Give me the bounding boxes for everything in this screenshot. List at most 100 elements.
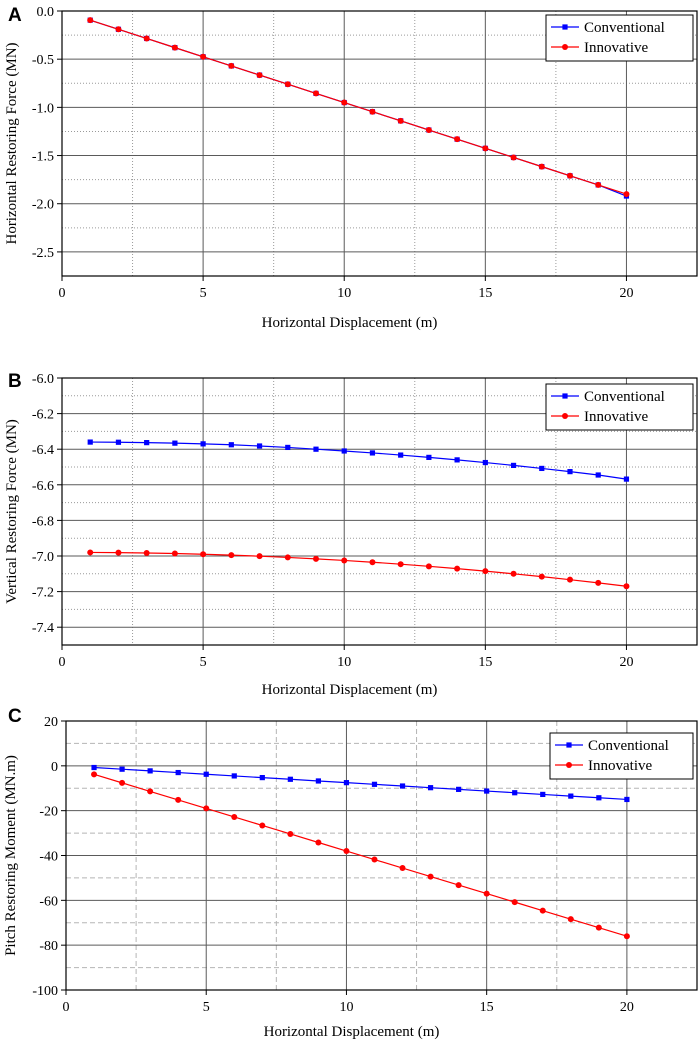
data-point-innovative xyxy=(595,924,602,931)
y-tick-label: -0.5 xyxy=(32,53,54,68)
x-tick-label: 0 xyxy=(59,655,66,670)
data-point-innovative xyxy=(200,551,207,558)
legend-marker-conventional xyxy=(562,24,568,30)
data-point-innovative xyxy=(623,933,630,940)
data-point-innovative xyxy=(231,813,238,820)
chart-panel-a: 0 5 10 15 20 0.0 -0.5 -1.0 -1.5 -2.0 -2.5 Horizonta… xyxy=(4,5,698,331)
y-tick-label: -6.0 xyxy=(32,372,54,387)
data-point-innovative xyxy=(171,550,178,557)
data-point-innovative xyxy=(143,35,150,42)
data-point-conventional xyxy=(87,439,93,445)
y-tick-label: -6.6 xyxy=(32,479,54,494)
data-point-conventional xyxy=(313,446,319,452)
data-point-conventional xyxy=(427,785,434,791)
y-tick-label: -6.4 xyxy=(32,443,54,458)
y-tick-label: -7.4 xyxy=(32,621,54,636)
data-point-innovative xyxy=(341,99,348,106)
data-point-conventional xyxy=(144,440,150,446)
data-point-innovative xyxy=(369,559,376,566)
data-point-conventional xyxy=(119,766,125,772)
data-point-innovative xyxy=(595,181,602,188)
data-point-conventional xyxy=(539,465,545,472)
y-tick-label: -6.8 xyxy=(32,514,54,529)
data-point-conventional xyxy=(256,443,263,449)
data-point-innovative xyxy=(228,552,235,559)
data-point-innovative xyxy=(259,822,266,829)
data-point-innovative xyxy=(343,848,350,855)
legend-label-innovative: Innovative xyxy=(584,409,648,425)
data-point-conventional xyxy=(540,791,546,798)
x-tick-label: 10 xyxy=(339,1000,353,1015)
y-tick-label: -6.2 xyxy=(32,408,54,423)
legend: Conventional Innovative xyxy=(549,732,694,780)
data-point-innovative xyxy=(115,26,122,33)
data-point-conventional xyxy=(343,780,350,786)
data-point-conventional xyxy=(399,783,406,789)
data-point-innovative xyxy=(171,44,178,51)
chart-panel-c: 0 5 10 15 20 20 0 -20 -40 -60 -80 -100 Horizontal Di… xyxy=(3,706,698,1040)
data-point-conventional xyxy=(512,790,518,796)
data-point-innovative xyxy=(455,882,462,889)
data-point-innovative xyxy=(256,553,263,560)
data-point-conventional xyxy=(623,476,630,482)
panel-letter: B xyxy=(8,371,22,392)
data-point-innovative xyxy=(369,108,376,115)
y-tick-label: -20 xyxy=(39,805,58,820)
data-point-innovative xyxy=(284,81,291,88)
data-point-innovative xyxy=(228,62,235,69)
data-point-innovative xyxy=(341,557,348,564)
series-line-innovative xyxy=(90,551,627,587)
series-line-conventional xyxy=(94,766,627,801)
y-tick-label: -1.0 xyxy=(32,101,54,116)
data-point-innovative xyxy=(567,172,573,179)
y-axis-title: Pitch Restoring Moment (MN.m) xyxy=(3,755,19,956)
data-point-conventional xyxy=(175,769,181,776)
data-point-innovative xyxy=(425,127,432,134)
series-line-innovative xyxy=(93,773,628,937)
x-tick-label: 20 xyxy=(620,1000,634,1015)
data-point-innovative xyxy=(538,163,545,170)
data-point-innovative xyxy=(203,805,210,812)
panel-letter: C xyxy=(8,706,22,727)
legend-box xyxy=(549,732,694,780)
y-axis-title: Horizontal Restoring Force (MN) xyxy=(4,42,20,244)
data-point-innovative xyxy=(399,865,406,872)
data-point-conventional xyxy=(341,448,347,454)
data-point-conventional xyxy=(510,462,517,468)
data-point-conventional xyxy=(482,459,488,466)
legend-marker-conventional xyxy=(562,393,568,399)
data-point-conventional xyxy=(398,452,404,458)
data-point-innovative xyxy=(87,17,94,24)
y-tick-label: -40 xyxy=(39,850,58,865)
x-tick-label: 5 xyxy=(203,1000,210,1015)
legend: Conventional Innovative xyxy=(545,14,694,62)
data-point-innovative xyxy=(91,771,98,778)
data-point-innovative xyxy=(482,568,489,575)
data-point-innovative xyxy=(623,583,630,590)
y-tick-label: 0.0 xyxy=(37,5,55,20)
legend-label-conventional: Conventional xyxy=(584,20,665,36)
data-point-conventional xyxy=(203,771,209,777)
y-tick-label: -60 xyxy=(39,894,58,909)
x-tick-label: 5 xyxy=(200,655,207,670)
data-point-conventional xyxy=(200,441,206,447)
data-point-innovative xyxy=(256,72,263,79)
legend-label-innovative: Innovative xyxy=(588,758,652,774)
data-point-conventional xyxy=(287,776,293,782)
data-point-innovative xyxy=(539,907,546,914)
x-tick-label: 0 xyxy=(59,286,66,301)
data-point-innovative xyxy=(538,573,545,580)
data-point-innovative xyxy=(284,554,291,561)
x-tick-label: 15 xyxy=(478,655,492,670)
y-tick-label: -7.2 xyxy=(32,586,54,601)
data-point-conventional xyxy=(91,764,97,771)
x-tick-label: 10 xyxy=(337,655,351,670)
data-point-innovative xyxy=(427,873,434,880)
data-point-conventional xyxy=(484,788,490,794)
data-point-conventional xyxy=(371,781,378,787)
x-tick-label: 0 xyxy=(63,1000,70,1015)
data-point-conventional xyxy=(259,775,265,781)
data-point-innovative xyxy=(200,53,207,60)
x-axis-title: Horizontal Displacement (m) xyxy=(262,682,438,698)
